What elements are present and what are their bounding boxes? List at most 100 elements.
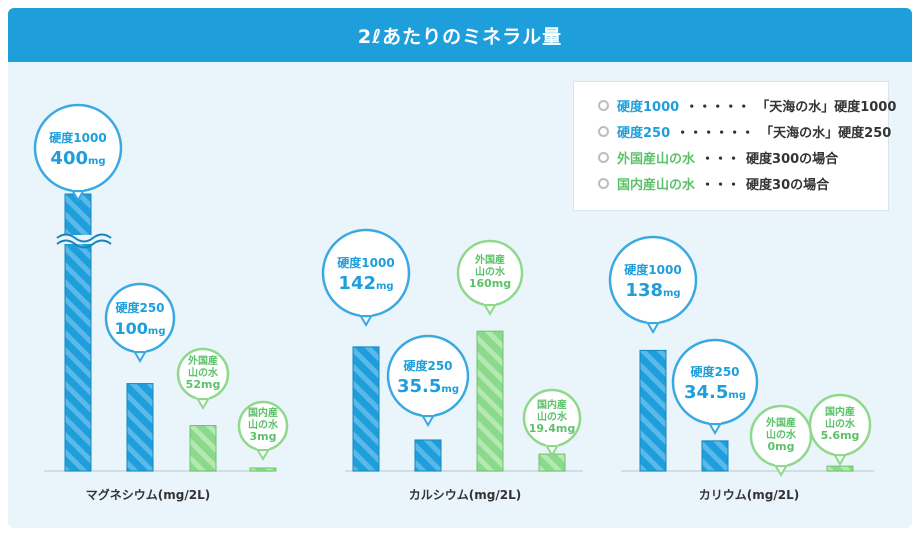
bar (639, 349, 667, 472)
data-label-name: 外国産 (187, 354, 218, 367)
bubble-circle (808, 393, 872, 457)
data-label-value: 5.6mg (821, 429, 860, 442)
axis-break-icon (56, 233, 112, 243)
legend-desc: 「天海の水」硬度1000 (756, 100, 897, 115)
legend-leader: ・・・ (701, 178, 741, 193)
bubble-circle (104, 282, 176, 354)
data-label-value: 160mg (469, 277, 511, 290)
legend-item: 硬度250 ・・・・・・ 「天海の水」硬度250 (598, 122, 891, 141)
data-label-name: 山の水 (825, 417, 856, 430)
bar (352, 346, 380, 472)
legend-desc: 硬度30の場合 (746, 178, 830, 193)
bar (189, 425, 217, 472)
data-label-name: 山の水 (766, 428, 797, 441)
bubble-joint (834, 449, 846, 454)
bubble-joint (134, 346, 146, 351)
bar (249, 467, 277, 472)
data-label-name: 山の水 (248, 418, 279, 431)
data-label-name: 山の水 (475, 265, 506, 278)
legend-item: 硬度1000 ・・・・・ 「天海の水」硬度1000 (598, 96, 896, 115)
value-bubble: 硬度250 100mg (104, 282, 176, 363)
data-label-name: 硬度1000 (337, 255, 394, 270)
bubble-circle (608, 235, 698, 325)
bubble-joint (775, 460, 787, 465)
data-label-value: 142mg (338, 273, 393, 294)
circle-bullet-icon (598, 100, 609, 111)
value-bubble: 硬度250 34.5mg (671, 338, 759, 435)
chart-title: 2ℓあたりのミネラル量 (8, 8, 912, 62)
data-label-value: 34.5mg (684, 382, 746, 403)
legend-leader: ・・・・・ (685, 100, 751, 115)
data-label-value: 0mg (768, 440, 795, 453)
data-label-value: 19.4mg (529, 422, 575, 435)
data-label-name: 山の水 (188, 366, 219, 379)
data-label-name: 国内産 (248, 406, 278, 419)
bar (701, 440, 729, 472)
bubble-joint (484, 299, 496, 304)
bubble-circle (237, 400, 289, 452)
legend-name: 硬度250 (617, 126, 671, 141)
legend-leader: ・・・・・・ (676, 126, 755, 141)
legend-name: 国内産山の水 (617, 178, 696, 193)
bubble-joint (360, 310, 372, 315)
circle-bullet-icon (598, 126, 609, 137)
value-bubble: 硬度250 35.5mg (386, 334, 470, 427)
circle-bullet-icon (598, 178, 609, 189)
data-label-value: 35.5mg (397, 376, 459, 397)
chart-svg: マグネシウム(mg/2L)硬度1000400mg硬度250100mg外国産山の水… (33, 103, 874, 502)
x-axis-label: マグネシウム(mg/2L) (86, 487, 210, 502)
bubble-joint (709, 418, 721, 423)
bubble-circle (671, 338, 759, 426)
bar (826, 465, 854, 472)
data-label-name: 外国産 (474, 253, 505, 266)
bar (414, 439, 442, 472)
data-label-name: 硬度250 (403, 358, 452, 373)
bubble-joint (647, 317, 659, 322)
data-label-name: 硬度1000 (624, 262, 681, 277)
data-label-value: 100mg (115, 319, 166, 338)
data-label-name: 外国産 (765, 416, 796, 429)
bar (476, 330, 504, 472)
legend-name: 硬度1000 (617, 100, 680, 115)
data-label-name: 硬度250 (115, 300, 164, 315)
chart-card: 2ℓあたりのミネラル量 硬度1000 ・・・・・ 「天海の水」硬度1000 硬度… (8, 8, 912, 528)
bubble-circle (176, 347, 230, 401)
data-label-value: 52mg (186, 378, 221, 391)
bubble-joint (546, 440, 558, 445)
value-bubble: 硬度1000 138mg (608, 235, 698, 334)
axis-break-icon (56, 239, 112, 249)
legend-item: 国内産山の水 ・・・ 硬度30の場合 (598, 174, 829, 193)
bubble-circle (321, 228, 411, 318)
bubble-joint (197, 393, 209, 398)
circle-bullet-icon (598, 152, 609, 163)
data-label-name: 硬度1000 (49, 130, 106, 145)
legend-name: 外国産山の水 (617, 152, 696, 167)
data-label-value: 400mg (50, 148, 105, 169)
data-label-value: 138mg (625, 280, 680, 301)
value-bubble: 硬度1000 400mg (33, 103, 123, 202)
value-bubble: 硬度1000 142mg (321, 228, 411, 327)
bubble-circle (456, 239, 524, 307)
bubble-joint (422, 410, 434, 415)
bubble-circle (33, 103, 123, 193)
legend-item: 外国産山の水 ・・・ 硬度300の場合 (598, 148, 838, 167)
x-axis-label: カルシウム(mg/2L) (409, 488, 521, 502)
bubble-joint (257, 444, 269, 449)
legend-leader: ・・・ (701, 152, 741, 167)
data-label-name: 硬度250 (690, 364, 739, 379)
data-label-value: 3mg (250, 430, 277, 443)
x-axis-label: カリウム(mg/2L) (699, 488, 799, 502)
data-label-name: 山の水 (537, 410, 568, 423)
bubble-circle (386, 334, 470, 418)
legend: 硬度1000 ・・・・・ 「天海の水」硬度1000 硬度250 ・・・・・・ 「… (573, 81, 896, 211)
data-label-name: 国内産 (825, 405, 855, 418)
legend-desc: 「天海の水」硬度250 (760, 126, 892, 141)
legend-desc: 硬度300の場合 (746, 152, 839, 167)
bubble-joint (72, 185, 84, 190)
